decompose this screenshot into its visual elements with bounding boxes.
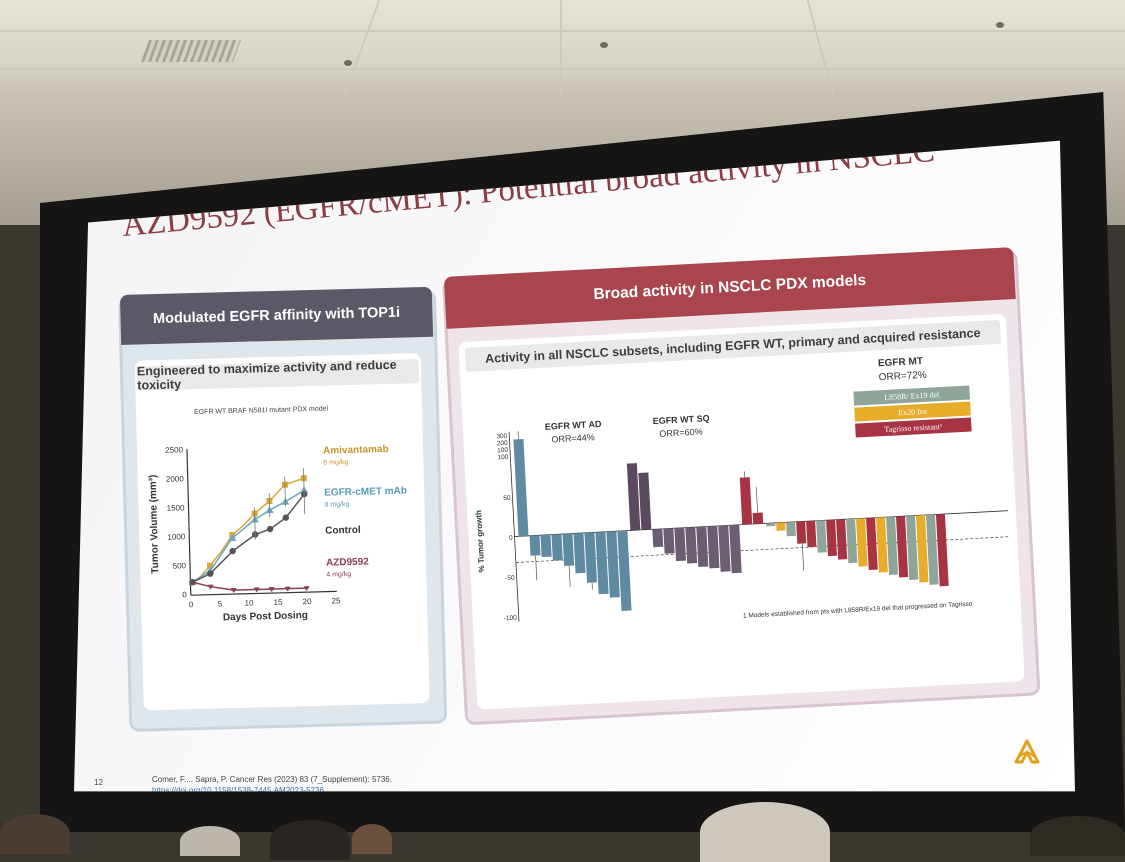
ytick: 2500 xyxy=(165,445,184,454)
series-label-azd9592: AZD9592 xyxy=(326,557,370,569)
xtick: 15 xyxy=(273,598,283,607)
tumor-growth-waterfall: % Tumor growth 300 200 100 100 50 0 -50 … xyxy=(461,373,1021,641)
right-panel-body: Activity in all NSCLC subsets, including… xyxy=(458,314,1025,710)
slide-number: 12 xyxy=(94,778,103,787)
left-panel-body: Engineered to maximize activity and redu… xyxy=(135,353,430,710)
audience-heads xyxy=(0,800,1125,844)
svg-text:-50: -50 xyxy=(505,575,515,583)
waterfall-y-label: % Tumor growth xyxy=(474,510,486,573)
waterfall-footnote: 1 Models established from pts with L858R… xyxy=(743,601,973,620)
astrazeneca-logo xyxy=(1012,738,1042,768)
ytick: 1000 xyxy=(167,532,186,541)
series-dose-egfr-cmet: 8 mg/kg xyxy=(324,501,349,509)
svg-text:0: 0 xyxy=(509,535,513,542)
x-axis-label: Days Post Dosing xyxy=(223,610,308,623)
xtick: 10 xyxy=(244,599,254,608)
y-axis-label: Tumor Volume (mm³) xyxy=(148,474,162,573)
model-caption: EGFR WT BRAF N581I mutant PDX model xyxy=(194,406,328,417)
xtick: 20 xyxy=(302,597,312,606)
right-panel: Broad activity in NSCLC PDX models Activ… xyxy=(442,250,1041,726)
svg-text:-100: -100 xyxy=(504,615,518,623)
series-label-amivantamab: Amivantamab xyxy=(323,444,389,457)
left-panel-subheader: Engineered to maximize activity and redu… xyxy=(137,359,420,390)
xtick: 25 xyxy=(331,596,341,605)
series-dose-amivantamab: 8 mg/kg xyxy=(323,459,348,467)
citation: Comer, F.... Sapra, P. Cancer Res (2023)… xyxy=(152,775,392,784)
left-panel-header: Modulated EGFR affinity with TOP1i xyxy=(120,287,433,345)
tumor-volume-chart: 2500 2000 1500 1000 500 0 0 5 10 15 20 2… xyxy=(136,413,429,680)
series-dose-azd9592: 4 mg/kg xyxy=(326,571,351,579)
ceiling-vent xyxy=(141,40,241,62)
svg-text:100: 100 xyxy=(497,454,509,462)
left-panel: Modulated EGFR affinity with TOP1i Engin… xyxy=(118,290,447,732)
series-label-control: Control xyxy=(325,525,361,537)
ytick: 1500 xyxy=(167,503,186,512)
projected-slide: AZD9592 (EGFR/cMET): Potential broad act… xyxy=(72,138,1075,798)
svg-text:50: 50 xyxy=(503,495,511,502)
ytick: 500 xyxy=(173,561,187,570)
ytick: 2000 xyxy=(166,474,185,483)
group-label-egfr-mt: EGFR MT xyxy=(878,356,924,369)
ytick: 0 xyxy=(182,590,187,599)
xtick: 0 xyxy=(189,600,194,609)
series-label-egfr-cmet: EGFR-cMET mAb xyxy=(324,486,407,499)
xtick: 5 xyxy=(218,599,223,608)
